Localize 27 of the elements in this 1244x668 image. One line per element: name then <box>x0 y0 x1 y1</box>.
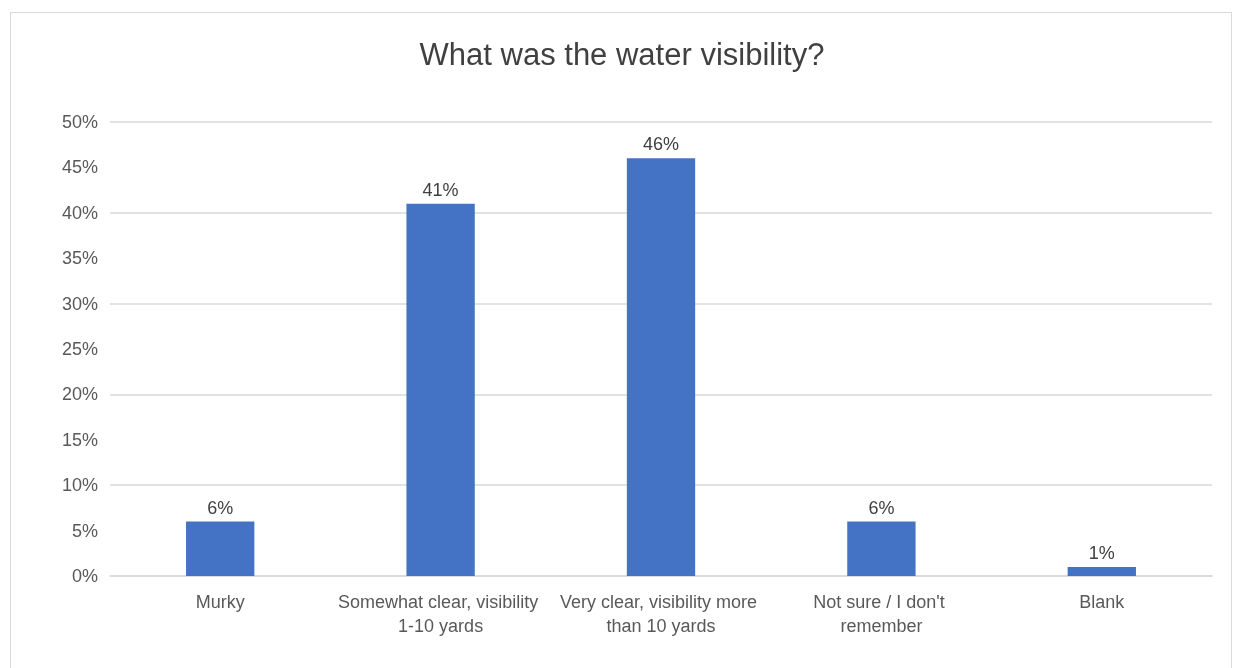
y-tick-label: 5% <box>71 520 98 541</box>
bar <box>406 203 475 576</box>
y-tick-label: 10% <box>61 475 98 496</box>
bar <box>186 521 255 576</box>
x-tick-label: Murky <box>195 592 245 612</box>
data-label: 1% <box>1088 542 1115 563</box>
data-label: 41% <box>422 179 459 200</box>
y-tick-label: 20% <box>61 384 98 405</box>
data-label: 46% <box>642 134 680 155</box>
bar <box>1067 566 1136 576</box>
y-tick-label: 40% <box>61 202 98 223</box>
bar <box>626 158 696 576</box>
x-tick-label: Very clear, visibility more than 10 yards <box>559 592 763 636</box>
x-tick-label: Blank <box>1079 592 1126 612</box>
data-label: 6% <box>868 497 895 518</box>
x-tick-label: Not sure / I don't remember <box>813 592 950 636</box>
y-tick-label: 30% <box>61 293 98 314</box>
y-tick-label: 0% <box>71 566 98 586</box>
y-tick-label: 15% <box>61 429 98 450</box>
bar <box>847 521 916 576</box>
y-tick-label: 50% <box>61 112 98 132</box>
y-tick-label: 45% <box>61 157 98 178</box>
x-tick-label: Somewhat clear, visibility 1-10 yards <box>338 592 544 636</box>
y-tick-label: 35% <box>61 248 98 269</box>
y-tick-label: 25% <box>61 339 98 359</box>
chart-title: What was the water visibility? <box>419 37 825 72</box>
data-label: 6% <box>207 497 234 518</box>
